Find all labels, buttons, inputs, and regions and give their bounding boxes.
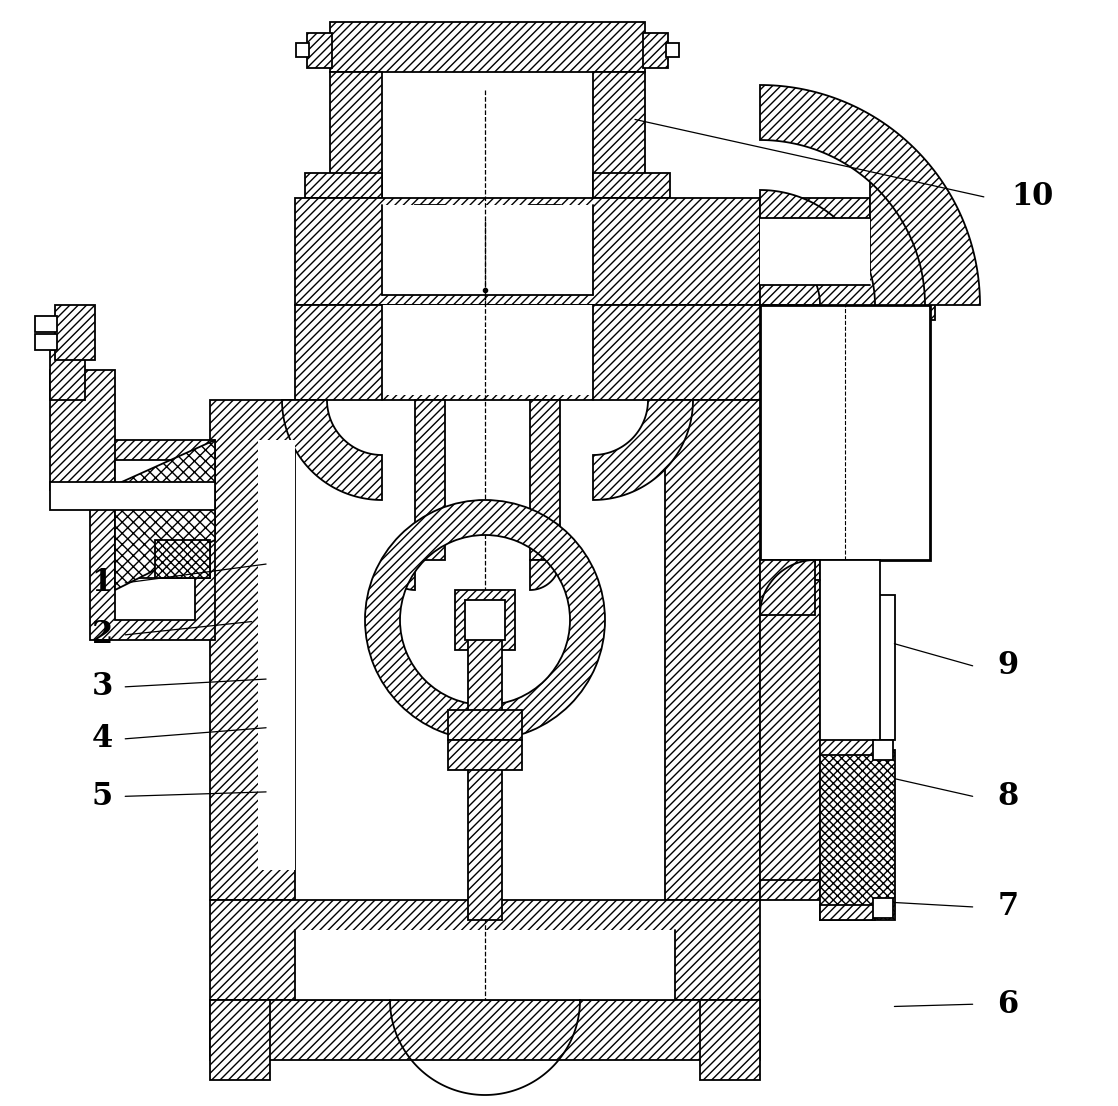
Text: 4: 4 xyxy=(92,723,113,754)
Bar xyxy=(50,482,215,510)
Text: 3: 3 xyxy=(92,671,113,702)
Polygon shape xyxy=(760,560,815,615)
Bar xyxy=(593,173,670,198)
Bar xyxy=(666,43,679,58)
Bar xyxy=(468,620,502,920)
Bar xyxy=(760,305,930,560)
Bar xyxy=(448,710,522,740)
Bar xyxy=(700,1000,760,1079)
Bar xyxy=(415,205,445,290)
Bar xyxy=(448,740,522,770)
Bar xyxy=(295,305,760,400)
Polygon shape xyxy=(530,560,560,589)
Text: 7: 7 xyxy=(997,891,1018,922)
Polygon shape xyxy=(760,85,980,305)
Bar xyxy=(819,905,875,920)
Bar xyxy=(875,595,896,740)
Bar xyxy=(415,400,445,560)
Bar xyxy=(305,173,382,198)
Bar xyxy=(760,198,870,305)
Bar xyxy=(530,400,560,560)
Text: 9: 9 xyxy=(997,650,1018,681)
Bar xyxy=(382,205,593,295)
Bar xyxy=(382,305,593,395)
Bar xyxy=(115,460,195,620)
Bar xyxy=(155,540,210,578)
Text: 10: 10 xyxy=(1012,181,1054,212)
Bar xyxy=(330,22,645,72)
Bar xyxy=(295,198,760,305)
Bar xyxy=(296,43,309,58)
Bar xyxy=(930,282,948,300)
Bar xyxy=(665,400,760,900)
Text: 1: 1 xyxy=(92,567,113,598)
Bar xyxy=(210,1000,760,1060)
Bar xyxy=(870,182,935,320)
Bar xyxy=(819,560,880,900)
Bar xyxy=(35,316,57,332)
Bar xyxy=(210,1000,271,1079)
Bar xyxy=(819,580,875,755)
Bar xyxy=(55,305,95,359)
Bar xyxy=(210,900,760,1000)
Bar xyxy=(465,599,505,640)
Bar xyxy=(50,349,85,400)
Bar xyxy=(760,560,819,900)
Bar xyxy=(873,898,893,918)
Bar xyxy=(530,205,560,290)
Polygon shape xyxy=(760,560,815,615)
Bar xyxy=(91,440,215,640)
Bar xyxy=(330,72,382,205)
Bar xyxy=(760,218,870,285)
Bar xyxy=(115,540,210,578)
Text: 6: 6 xyxy=(997,989,1018,1020)
Bar xyxy=(307,33,332,67)
Bar xyxy=(930,237,948,255)
Bar xyxy=(210,400,295,900)
Polygon shape xyxy=(282,400,382,500)
Text: 2: 2 xyxy=(92,619,113,650)
Text: 5: 5 xyxy=(92,781,113,812)
Polygon shape xyxy=(760,190,875,305)
Bar xyxy=(819,740,875,755)
Bar xyxy=(50,371,115,490)
Polygon shape xyxy=(115,440,215,589)
Text: 8: 8 xyxy=(997,781,1018,812)
Bar xyxy=(819,750,896,920)
Bar xyxy=(258,440,295,870)
Bar xyxy=(873,740,893,760)
Bar xyxy=(593,72,645,205)
Bar xyxy=(35,334,57,349)
Bar xyxy=(295,930,675,1000)
Wedge shape xyxy=(364,500,605,740)
Bar xyxy=(643,33,667,67)
Polygon shape xyxy=(385,560,415,589)
Polygon shape xyxy=(593,400,693,500)
Bar xyxy=(455,589,515,650)
